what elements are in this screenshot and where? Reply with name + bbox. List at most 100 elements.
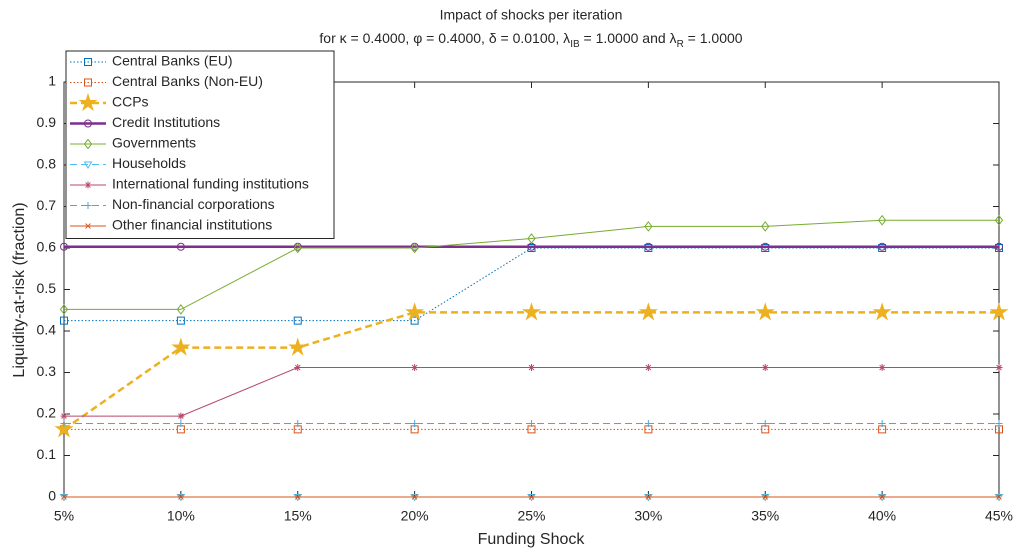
marker [410, 242, 419, 254]
marker [294, 494, 301, 500]
marker [995, 364, 1003, 372]
marker [293, 316, 302, 325]
subtitle-subscript: R [677, 39, 684, 50]
chart-title: Impact of shocks per iteration [440, 7, 623, 23]
marker [527, 242, 536, 251]
legend-marker [84, 181, 92, 189]
subtitle-part: for κ = 0.4000, φ = 0.4000, δ = 0.0100, … [319, 30, 570, 46]
marker [410, 494, 419, 502]
chart-subtitle: for κ = 0.4000, φ = 0.4000, δ = 0.0100, … [319, 30, 742, 50]
marker [527, 233, 536, 244]
marker [995, 420, 1003, 428]
x-tick-label: 25% [517, 508, 545, 524]
legend-marker [84, 202, 92, 209]
marker [878, 242, 887, 251]
legend-label: CCPs [112, 94, 149, 110]
marker [294, 420, 302, 428]
y-tick-label: 0.9 [37, 114, 57, 130]
y-tick-label: 0.7 [37, 197, 57, 213]
marker [989, 302, 1009, 321]
y-tick-label: 0.3 [37, 363, 57, 379]
marker [760, 494, 770, 502]
x-tick-label: 15% [284, 508, 312, 524]
legend-marker [84, 119, 93, 128]
marker [59, 304, 69, 315]
x-tick-label: 30% [634, 508, 662, 524]
marker [644, 494, 653, 502]
legend-label: International funding institutions [112, 176, 309, 192]
marker [878, 425, 887, 434]
marker [644, 420, 652, 428]
y-tick-label: 0.6 [37, 239, 57, 255]
marker [879, 494, 885, 500]
marker [644, 425, 653, 434]
legend-label: Households [112, 155, 186, 171]
marker [411, 420, 419, 428]
marker [293, 425, 302, 434]
marker [178, 494, 184, 500]
marker [644, 221, 653, 232]
subtitle-part: = 1.0000 [684, 30, 743, 46]
marker [171, 337, 191, 356]
x-axis-label: Funding Shock [478, 531, 586, 548]
marker [410, 425, 419, 434]
marker [644, 364, 652, 372]
marker [878, 364, 886, 372]
marker [644, 244, 653, 252]
x-tick-label: 45% [985, 508, 1013, 524]
marker [872, 302, 892, 321]
marker [293, 242, 302, 254]
x-tick-label: 20% [401, 508, 429, 524]
marker [528, 364, 535, 372]
y-tick-label: 0.2 [37, 405, 57, 421]
legend-marker [83, 161, 93, 169]
marker [761, 244, 770, 252]
x-tick-label: 10% [167, 508, 195, 524]
marker [521, 302, 542, 321]
x-tick-label: 35% [751, 508, 779, 524]
marker [761, 221, 770, 232]
marker [288, 337, 308, 356]
marker [60, 242, 69, 251]
y-tick-label: 0.1 [37, 446, 57, 462]
x-tick-label: 40% [868, 508, 896, 524]
legend-marker [84, 58, 92, 66]
marker [995, 242, 1004, 251]
marker [411, 364, 419, 372]
marker [60, 412, 68, 420]
legend-label: Governments [112, 135, 196, 151]
marker [176, 316, 185, 325]
marker [762, 494, 769, 500]
marker [60, 316, 68, 325]
marker [177, 420, 185, 428]
legend-box [65, 50, 335, 239]
marker [755, 302, 775, 321]
marker [995, 425, 1003, 434]
marker [878, 244, 887, 252]
marker [61, 494, 67, 500]
legend-label: Non-financial corporations [112, 196, 275, 212]
y-axis-label: Liquidity-at-risk (fraction) [11, 202, 28, 377]
marker [996, 494, 1002, 500]
marker [176, 304, 186, 315]
marker [527, 244, 536, 252]
legend-label: Credit Institutions [112, 114, 220, 130]
marker [761, 420, 769, 428]
x-tick-label: 5% [54, 508, 74, 524]
marker [410, 316, 419, 325]
marker [54, 419, 74, 438]
marker [877, 214, 887, 226]
marker [294, 364, 302, 372]
marker [528, 494, 535, 500]
marker [761, 364, 769, 372]
marker [877, 494, 887, 502]
marker [527, 425, 536, 434]
marker [293, 494, 303, 502]
series-line [64, 219, 999, 310]
legend-label: Central Banks (EU) [112, 53, 233, 69]
subtitle-subscript: IB [570, 39, 580, 50]
marker [59, 494, 69, 502]
marker [878, 420, 886, 428]
